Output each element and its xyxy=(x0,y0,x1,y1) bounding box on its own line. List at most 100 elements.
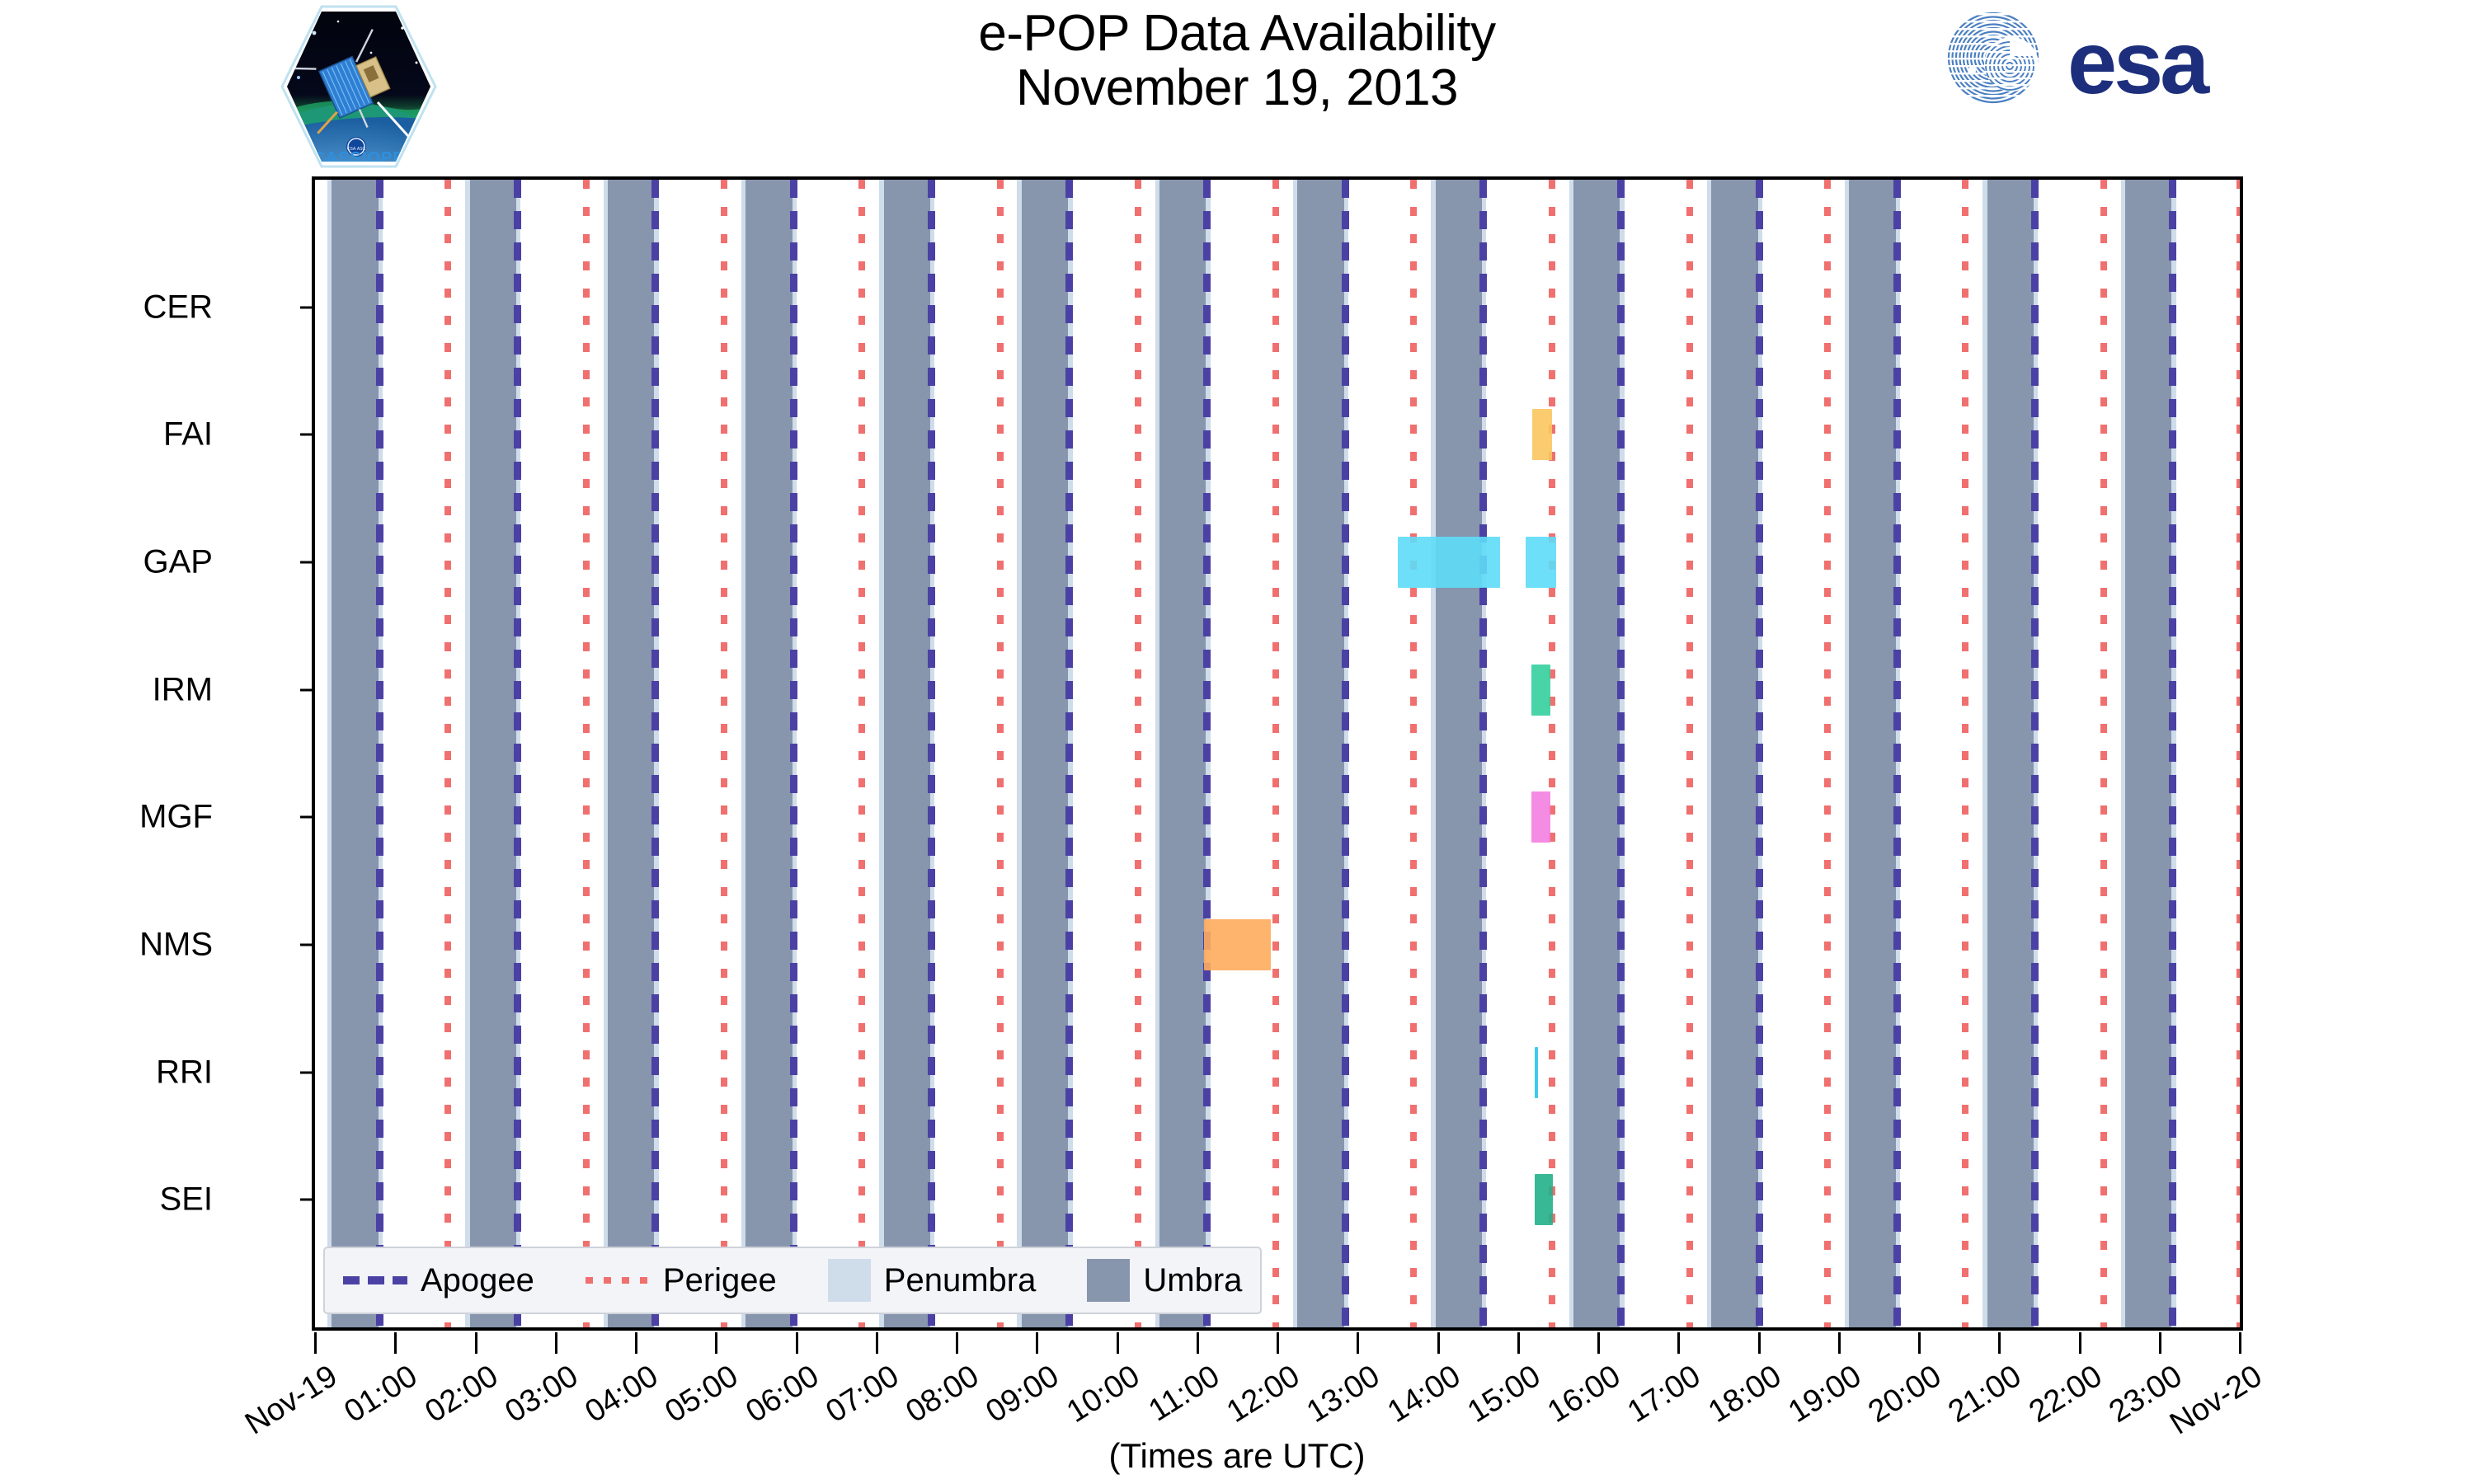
x-tick-label: 08:00 xyxy=(900,1359,985,1430)
x-tick-label: 05:00 xyxy=(659,1359,745,1430)
x-tick-mark xyxy=(2078,1332,2081,1354)
y-tick-mark xyxy=(300,1071,313,1074)
umbra-band xyxy=(1849,180,1896,1327)
y-tick-mark xyxy=(300,433,313,436)
legend-item-perigee[interactable]: Perigee xyxy=(585,1261,828,1299)
x-tick-label: 04:00 xyxy=(579,1359,665,1430)
x-tick-label: Nov-20 xyxy=(2164,1359,2269,1442)
x-tick-mark xyxy=(1998,1332,2001,1354)
penumbra-swatch-icon xyxy=(827,1259,871,1302)
x-tick-label: 06:00 xyxy=(739,1359,825,1430)
legend-label-umbra: Umbra xyxy=(1143,1261,1243,1298)
apogee-line xyxy=(651,180,660,1327)
title-line-2: November 19, 2013 xyxy=(1015,59,1459,116)
x-tick-mark xyxy=(2158,1332,2161,1354)
y-tick-label-mgf: MGF xyxy=(139,798,213,835)
y-tick-label-cer: CER xyxy=(143,289,213,326)
perigee-line xyxy=(1548,180,1555,1327)
apogee-line xyxy=(927,180,935,1327)
x-tick-label: 09:00 xyxy=(980,1359,1065,1430)
perigee-line xyxy=(1686,180,1693,1327)
apogee-line xyxy=(1479,180,1487,1327)
y-tick-mark xyxy=(300,943,313,946)
chart-canvas xyxy=(315,180,2240,1327)
x-tick-mark xyxy=(1677,1332,1681,1354)
x-tick-mark xyxy=(1357,1332,1360,1354)
legend-item-umbra[interactable]: Umbra xyxy=(1087,1259,1242,1302)
page-title: e-POP Data Availability November 19, 201… xyxy=(0,7,2474,115)
apogee-line xyxy=(1341,180,1349,1327)
x-tick-label: 01:00 xyxy=(338,1359,424,1430)
x-tick-mark xyxy=(1116,1332,1119,1354)
x-tick-label: 13:00 xyxy=(1300,1359,1386,1430)
data-bar-fai[interactable] xyxy=(1532,409,1552,461)
umbra-band xyxy=(1297,180,1344,1327)
x-tick-label: 02:00 xyxy=(418,1359,504,1430)
x-tick-label: 21:00 xyxy=(1942,1359,2028,1430)
svg-text:esa: esa xyxy=(2067,12,2210,107)
x-tick-mark xyxy=(1597,1332,1600,1354)
y-tick-mark xyxy=(300,306,313,309)
apogee-line xyxy=(1203,180,1211,1327)
data-bar-sei[interactable] xyxy=(1535,1174,1553,1226)
esa-logo: esa xyxy=(1942,8,2330,112)
x-tick-label: 17:00 xyxy=(1621,1359,1707,1430)
perigee-line xyxy=(1962,180,1969,1327)
data-bar-mgf[interactable] xyxy=(1531,791,1550,843)
umbra-band xyxy=(1573,180,1620,1327)
legend-label-perigee: Perigee xyxy=(662,1261,777,1298)
perigee-line-icon xyxy=(585,1277,650,1284)
svg-text:CASSIOPE: CASSIOPE xyxy=(313,149,404,167)
y-tick-label-sei: SEI xyxy=(159,1181,213,1218)
umbra-band xyxy=(1987,180,2034,1327)
umbra-band xyxy=(1435,180,1482,1327)
x-tick-label: 20:00 xyxy=(1862,1359,1948,1430)
x-tick-mark xyxy=(635,1332,637,1354)
umbra-swatch-icon xyxy=(1087,1259,1131,1302)
x-tick-mark xyxy=(314,1332,317,1354)
x-tick-mark xyxy=(1757,1332,1761,1354)
x-tick-mark xyxy=(1517,1332,1520,1354)
data-bar-irm[interactable] xyxy=(1531,664,1550,716)
umbra-band xyxy=(1159,180,1206,1327)
y-tick-mark xyxy=(300,1198,313,1201)
perigee-line xyxy=(996,180,1004,1327)
data-bar-rri[interactable] xyxy=(1535,1046,1539,1098)
x-tick-label: 11:00 xyxy=(1142,1359,1226,1429)
x-tick-mark xyxy=(795,1332,798,1354)
legend-item-apogee[interactable]: Apogee xyxy=(343,1262,586,1299)
x-tick-label: 14:00 xyxy=(1380,1359,1466,1430)
data-bar-nms[interactable] xyxy=(1203,919,1272,970)
chart-legend: Apogee Perigee Penumbra Umbra xyxy=(323,1247,1263,1314)
umbra-band xyxy=(607,180,655,1327)
perigee-line xyxy=(1824,180,1832,1327)
x-tick-mark xyxy=(875,1332,878,1354)
umbra-band xyxy=(1711,180,1758,1327)
apogee-line xyxy=(789,180,797,1327)
y-tick-label-rri: RRI xyxy=(156,1054,213,1091)
x-tick-mark xyxy=(1837,1332,1841,1354)
legend-item-penumbra[interactable]: Penumbra xyxy=(827,1259,1088,1302)
apogee-line xyxy=(375,180,383,1327)
perigee-line xyxy=(2236,180,2240,1327)
perigee-line xyxy=(858,180,866,1327)
x-axis-title: (Times are UTC) xyxy=(1108,1436,1366,1475)
legend-label-penumbra: Penumbra xyxy=(883,1261,1037,1298)
apogee-line xyxy=(2031,180,2039,1327)
apogee-line xyxy=(1755,180,1763,1327)
x-tick-mark xyxy=(715,1332,718,1354)
umbra-band xyxy=(469,180,517,1327)
apogee-line-icon xyxy=(343,1276,407,1284)
data-bar-gap[interactable] xyxy=(1526,537,1557,588)
data-bar-gap[interactable] xyxy=(1397,537,1501,588)
x-tick-mark xyxy=(1918,1332,1921,1354)
x-tick-mark xyxy=(474,1332,477,1354)
perigee-line xyxy=(444,180,452,1327)
x-tick-label: 16:00 xyxy=(1541,1359,1627,1430)
x-tick-label: 18:00 xyxy=(1701,1359,1787,1430)
x-tick-mark xyxy=(394,1332,397,1354)
y-tick-mark xyxy=(300,688,313,692)
y-tick-label-fai: FAI xyxy=(162,416,213,453)
x-tick-mark xyxy=(956,1332,958,1354)
perigee-line xyxy=(1410,180,1418,1327)
